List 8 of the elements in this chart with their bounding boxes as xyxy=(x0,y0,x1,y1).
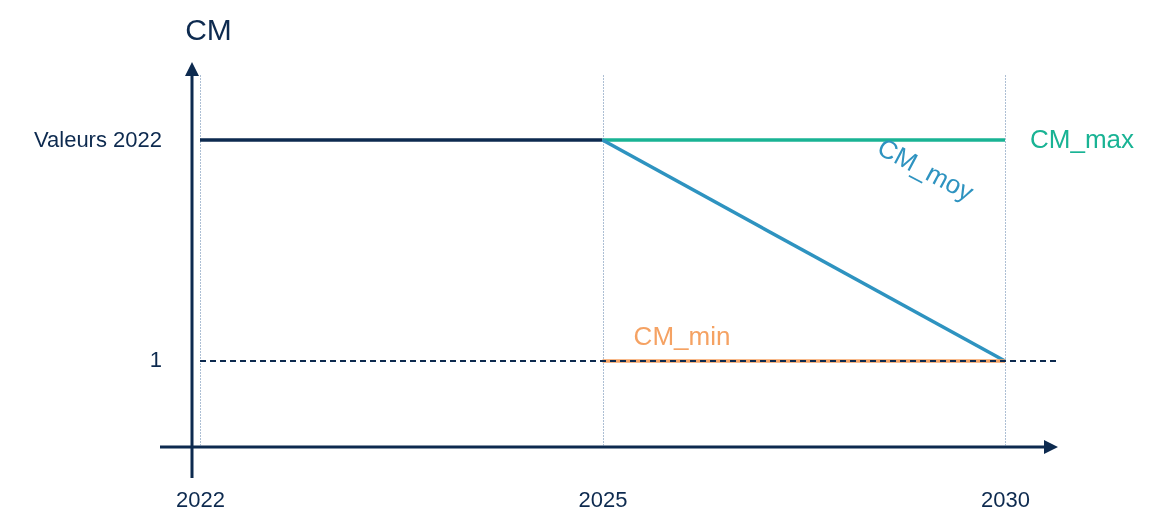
series-label: CM_min xyxy=(633,321,731,352)
x-tick-label: 2030 xyxy=(981,486,1030,512)
y-axis-title: CM xyxy=(185,12,232,46)
x-tick-label: 2022 xyxy=(176,486,225,512)
x-tick-label: 2025 xyxy=(578,486,628,512)
series-label: CM_max xyxy=(1030,124,1135,155)
text: 1 xyxy=(149,347,162,372)
text: Valeurs 2022 xyxy=(33,127,162,152)
